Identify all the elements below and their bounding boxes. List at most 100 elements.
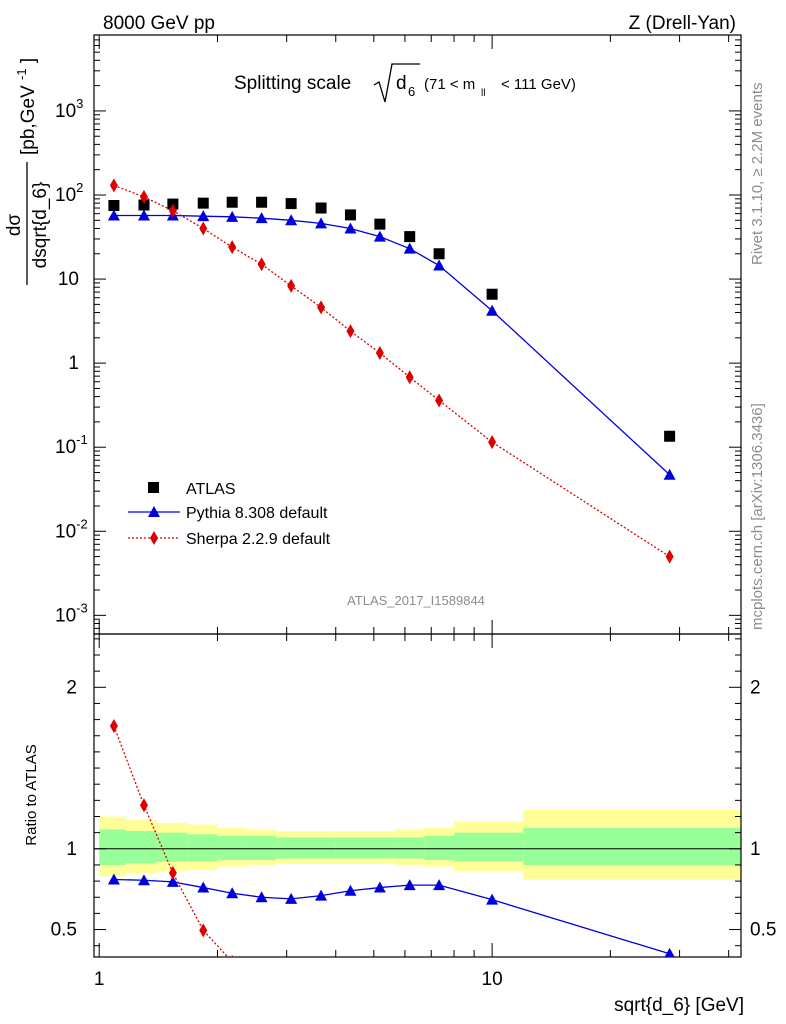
main-series-2 (109, 178, 674, 564)
band-inner-4 (217, 835, 247, 861)
band-inner-0 (99, 829, 126, 865)
ratio-series-1 (107, 873, 675, 957)
ratio-point-2-1 (139, 798, 148, 813)
main-y-tick-label-6: 103 (55, 96, 83, 122)
main-point-1-12 (486, 304, 499, 316)
band-inner-3 (187, 834, 218, 862)
main-point-0-4 (226, 196, 238, 208)
main-point-2-10 (405, 370, 414, 385)
ratio-point-1-7 (315, 889, 328, 901)
main-y-tick-label-4: 10 (58, 269, 79, 290)
band-inner-7 (306, 837, 336, 859)
legend: ATLAS Pythia 8.308 default Sherpa 2.2.9 … (128, 481, 331, 548)
main-point-1-4 (226, 210, 239, 222)
tick-base: 10 (55, 101, 76, 122)
main-y-axis-label: dσ dsqrt{d_6} [pb,GeV -1 ] (4, 58, 51, 285)
main-point-2-5 (257, 257, 266, 272)
tick-exp: -2 (76, 516, 88, 531)
main-point-0-10 (404, 231, 416, 243)
legend-marker-pythia (148, 506, 160, 517)
title-cut: (71 < m (424, 76, 475, 93)
ratio-line-1 (113, 878, 670, 955)
ratio-point-1-0 (107, 873, 120, 885)
main-point-1-7 (315, 217, 328, 229)
x-axis-label: sqrt{d_6} [GeV] (614, 995, 744, 1016)
title-cut-sub: ll (481, 88, 485, 99)
ratio-point-1-9 (373, 881, 386, 893)
main-line-2 (113, 184, 670, 558)
ratio-point-1-4 (226, 887, 239, 899)
main-point-2-13 (665, 549, 674, 564)
band-inner-12 (454, 832, 524, 862)
sqrt-sign (373, 63, 420, 103)
tick-base: 10 (55, 605, 76, 626)
main-point-0-7 (315, 202, 327, 214)
main-y-tick-label-3: 1 (68, 353, 79, 374)
main-point-1-0 (107, 209, 120, 221)
title-sqrt-var: d (396, 73, 407, 94)
main-point-0-3 (197, 197, 209, 209)
main-point-2-7 (317, 300, 326, 315)
main-point-0-11 (433, 248, 445, 260)
band-inner-2 (156, 832, 188, 862)
main-point-1-13 (663, 468, 676, 480)
mcplots-info: mcplots.cern.ch [arXiv:1306.3436] (749, 403, 766, 630)
ratio-point-1-13 (664, 947, 675, 957)
header-right: Z (Drell-Yan) (629, 13, 736, 34)
main-line-1 (113, 214, 671, 476)
ratio-point-1-3 (197, 881, 210, 893)
ratio-point-2-4 (230, 954, 234, 957)
band-inner-10 (394, 837, 425, 859)
main-y-tick-label-5: 102 (55, 180, 83, 206)
ratio-point-1-2 (166, 875, 179, 887)
title-cut-end: < 111 GeV) (501, 76, 576, 93)
main-point-1-10 (403, 242, 416, 254)
main-point-1-1 (137, 209, 150, 221)
band-inner-1 (125, 831, 157, 864)
ylabel-units-exp: -1 (14, 68, 29, 80)
tick-base: 10 (55, 521, 76, 542)
main-point-1-5 (255, 212, 268, 224)
x-tick-label-0: 1 (94, 969, 105, 990)
main-point-0-9 (374, 218, 386, 230)
ratio-y-tick-label-right-2: 2 (750, 677, 761, 698)
ylabel-denominator: dsqrt{d_6} (30, 182, 51, 269)
main-point-2-11 (435, 393, 444, 408)
band-inner-11 (424, 835, 455, 861)
main-point-2-4 (228, 240, 237, 255)
ylabel-numerator: dσ (4, 214, 25, 237)
main-point-0-12 (486, 288, 498, 300)
ratio-frame (93, 633, 742, 958)
tick-exp: 3 (76, 96, 83, 111)
main-point-1-3 (197, 210, 210, 222)
main-point-1-9 (373, 230, 386, 242)
main-series-0 (108, 196, 676, 442)
main-point-0-8 (344, 209, 356, 221)
ratio-point-1-5 (255, 891, 268, 903)
plot-title: Splitting scale d 6 (71 < m ll < 111 GeV… (234, 63, 576, 103)
ratio-point-2-2 (168, 866, 177, 881)
ratio-point-1-10 (403, 879, 416, 891)
main-point-2-3 (199, 221, 208, 236)
title-sqrt-sub: 6 (408, 84, 415, 99)
legend-marker-atlas (148, 482, 159, 493)
main-point-0-5 (256, 196, 268, 208)
ratio-point-1-12 (486, 893, 499, 905)
main-point-2-12 (488, 435, 497, 450)
ylabel-units: [pb,GeV (18, 85, 39, 155)
ratio-y-tick-label-right-1: 1 (750, 839, 761, 860)
ratio-y-tick-label-right-0: 0.5 (750, 920, 776, 941)
main-point-0-0 (108, 199, 120, 211)
main-point-0-6 (285, 198, 297, 210)
ratio-series-2 (109, 719, 234, 957)
ratio-y-tick-label-left-1: 1 (66, 839, 77, 860)
main-y-tick-label-1: 10-2 (55, 516, 88, 542)
ylabel-units-end: ] (18, 58, 39, 63)
legend-label-pythia: Pythia 8.308 default (186, 505, 328, 522)
main-point-2-0 (109, 178, 118, 193)
ratio-series (107, 719, 675, 957)
band-inner-6 (276, 837, 307, 859)
ratio-axes: 0.5 0.5 1 1 2 2 1 10 (51, 633, 776, 990)
main-y-tick-label-2: 10-1 (55, 432, 88, 458)
x-tick-label-1: 10 (482, 969, 503, 990)
